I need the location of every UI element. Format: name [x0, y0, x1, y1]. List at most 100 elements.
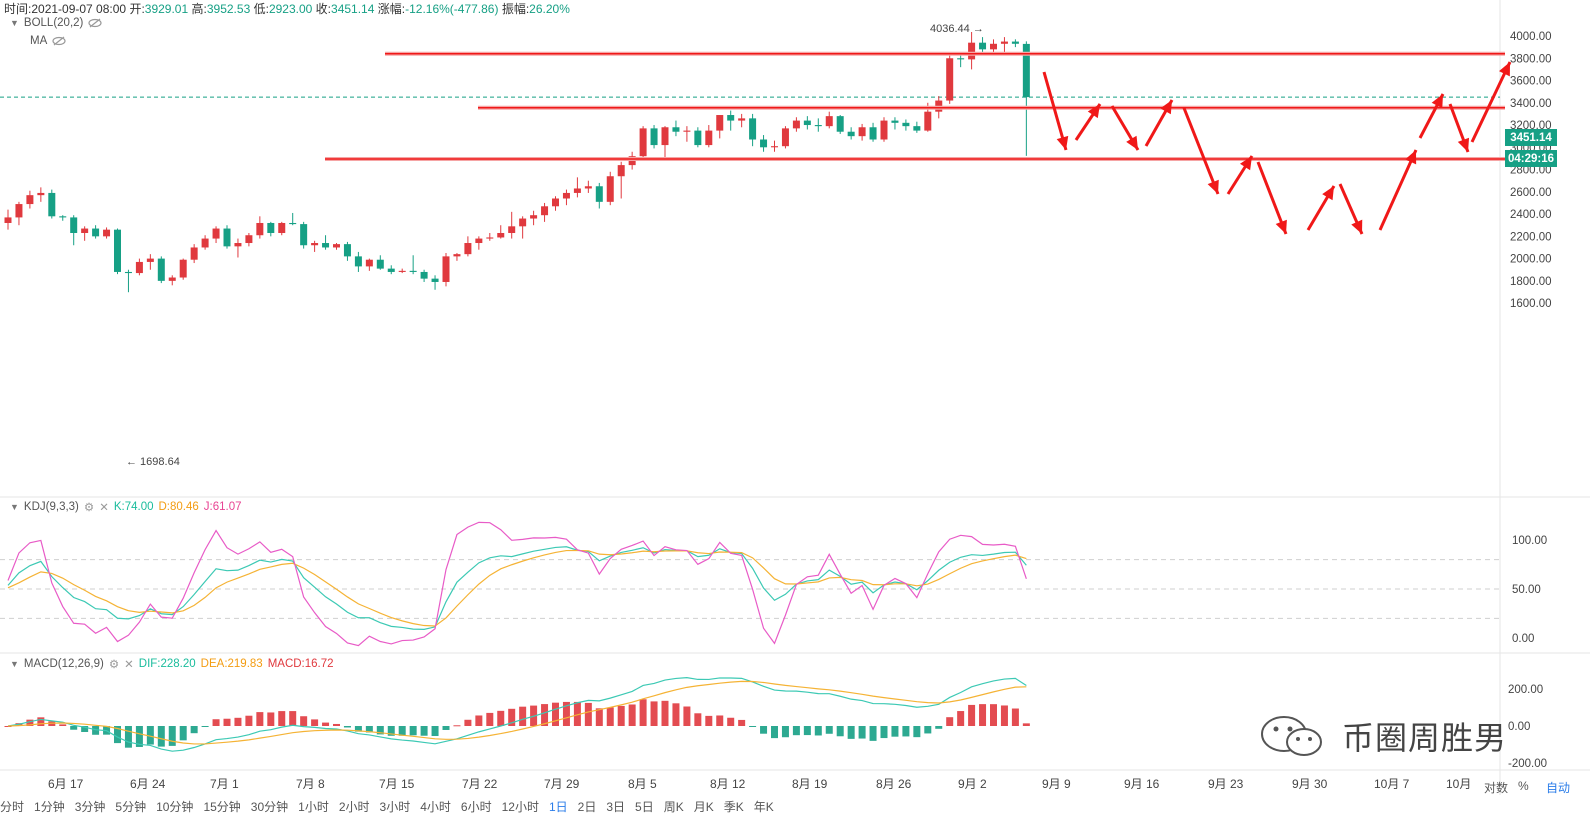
- macd-tick-label: -200.00: [1508, 758, 1547, 770]
- date-axis-label: 9月 9: [1042, 777, 1071, 791]
- candle-body: [387, 268, 395, 272]
- macd-histogram-bar: [694, 713, 702, 726]
- interval-tab[interactable]: 10分钟: [156, 800, 194, 814]
- interval-tab[interactable]: 3分钟: [74, 800, 106, 814]
- macd-histogram-bar: [81, 726, 89, 732]
- candle-body: [573, 188, 581, 193]
- kdj-d-value: D:80.46: [158, 501, 199, 513]
- settings-gear-icon[interactable]: ⚙: [108, 659, 120, 671]
- interval-tab[interactable]: 2小时: [338, 800, 370, 814]
- macd-histogram-bar: [924, 726, 932, 734]
- interval-tab[interactable]: 30分钟: [250, 800, 289, 814]
- chevron-down-icon[interactable]: ▼: [10, 502, 19, 512]
- interval-tab[interactable]: 4小时: [420, 800, 451, 814]
- interval-tab[interactable]: 月K: [693, 800, 714, 814]
- macd-histogram-bar: [803, 726, 811, 736]
- price-tick-label: 2400.00: [1510, 209, 1552, 221]
- macd-histogram-bar: [289, 711, 297, 726]
- kdj-indicator-row[interactable]: ▼ KDJ(9,3,3) ⚙ ✕ K:74.00 D:80.46 J:61.07: [10, 500, 242, 514]
- open-value: 3929.01: [144, 2, 189, 16]
- price-tick-label: 3600.00: [1510, 76, 1552, 88]
- candle-body: [267, 222, 275, 234]
- macd-histogram-bar: [168, 726, 176, 746]
- macd-histogram-bar: [628, 704, 636, 726]
- interval-tab[interactable]: 季K: [723, 800, 744, 814]
- candle-body: [617, 165, 625, 177]
- candle-body: [771, 146, 778, 148]
- date-axis-label: 6月 17: [48, 777, 84, 791]
- interval-tab[interactable]: 分时: [0, 800, 25, 814]
- price-tick-label: 2800.00: [1510, 165, 1552, 177]
- boll-indicator-row[interactable]: ▼ BOLL(20,2): [10, 17, 102, 29]
- eye-hidden-icon[interactable]: [52, 36, 66, 46]
- close-icon[interactable]: ✕: [99, 502, 109, 514]
- price-tick-label: 2200.00: [1510, 231, 1552, 243]
- interval-tab[interactable]: 1分钟: [34, 800, 65, 814]
- candle-body: [103, 229, 111, 237]
- auto-scale-toggle[interactable]: 自动: [1546, 781, 1571, 795]
- interval-tab[interactable]: 3小时: [379, 800, 411, 814]
- macd-histogram-bar: [442, 726, 450, 730]
- candle-body: [376, 259, 384, 269]
- interval-tab[interactable]: 12小时: [501, 800, 539, 814]
- eye-hidden-icon[interactable]: [88, 18, 102, 28]
- macd-histogram-bar: [683, 706, 691, 726]
- macd-histogram-bar: [869, 726, 877, 741]
- interval-tab[interactable]: 6小时: [460, 800, 492, 814]
- candle-body: [365, 259, 373, 267]
- candle-body: [661, 127, 669, 146]
- macd-histogram-bar: [398, 726, 406, 736]
- macd-histogram-bar: [519, 706, 527, 726]
- macd-histogram-bar: [617, 705, 625, 726]
- interval-tab[interactable]: 5日: [635, 800, 654, 814]
- forecast-arrow-line: [1470, 61, 1512, 143]
- candle-body: [464, 243, 472, 255]
- interval-tab[interactable]: 年K: [753, 800, 774, 814]
- macd-histogram-bar: [573, 701, 581, 726]
- candle-body: [212, 228, 220, 239]
- candle-body: [650, 128, 658, 146]
- macd-histogram-bar: [968, 704, 976, 726]
- ma-indicator-row[interactable]: MA: [30, 35, 66, 47]
- interval-tab[interactable]: 5分钟: [115, 800, 147, 814]
- interval-tab[interactable]: 2日: [577, 800, 597, 814]
- ma-label: MA: [30, 35, 48, 47]
- candle-body: [990, 43, 997, 50]
- watermark: 币圈周胜男: [1258, 710, 1548, 762]
- interval-tab[interactable]: 3日: [606, 800, 626, 814]
- forecast-arrow-head: [1322, 186, 1334, 201]
- macd-indicator-row[interactable]: ▼ MACD(12,26,9) ⚙ ✕ DIF:228.20 DEA:219.8…: [10, 657, 334, 671]
- countdown-tag: 04:29:16: [1505, 150, 1557, 167]
- candle-body: [847, 131, 855, 137]
- close-icon[interactable]: ✕: [124, 659, 134, 671]
- macd-histogram-bar: [420, 726, 428, 736]
- macd-histogram-bar: [781, 726, 789, 738]
- log-scale-toggle[interactable]: 对数: [1484, 781, 1509, 795]
- candle-body: [114, 229, 121, 272]
- macd-histogram-bar: [814, 726, 822, 736]
- date-axis-label: 10月: [1446, 777, 1471, 791]
- kdj-k-value: K:74.00: [113, 501, 154, 513]
- macd-tick-label: 200.00: [1508, 684, 1543, 696]
- chevron-down-icon[interactable]: ▼: [10, 18, 19, 28]
- settings-gear-icon[interactable]: ⚙: [83, 502, 95, 514]
- candle-body: [584, 186, 592, 189]
- interval-tab[interactable]: 15分钟: [203, 800, 241, 814]
- candle-body: [81, 228, 89, 234]
- macd-histogram-bar: [836, 726, 844, 737]
- interval-tab[interactable]: 1日: [548, 800, 568, 814]
- candle-body: [825, 116, 833, 127]
- interval-tab[interactable]: 周K: [663, 800, 684, 814]
- chevron-down-icon[interactable]: ▼: [10, 659, 19, 669]
- interval-tab[interactable]: 1小时: [298, 800, 329, 814]
- candle-body: [858, 127, 866, 137]
- candle-body: [836, 116, 844, 132]
- percent-toggle[interactable]: %: [1518, 779, 1529, 793]
- macd-histogram-bar: [902, 726, 910, 737]
- macd-histogram-bar: [792, 726, 800, 736]
- time-label: 时间:: [4, 2, 32, 16]
- macd-tick-label: 0.00: [1508, 721, 1530, 733]
- candle-body: [749, 118, 757, 140]
- candle-body: [1011, 41, 1019, 44]
